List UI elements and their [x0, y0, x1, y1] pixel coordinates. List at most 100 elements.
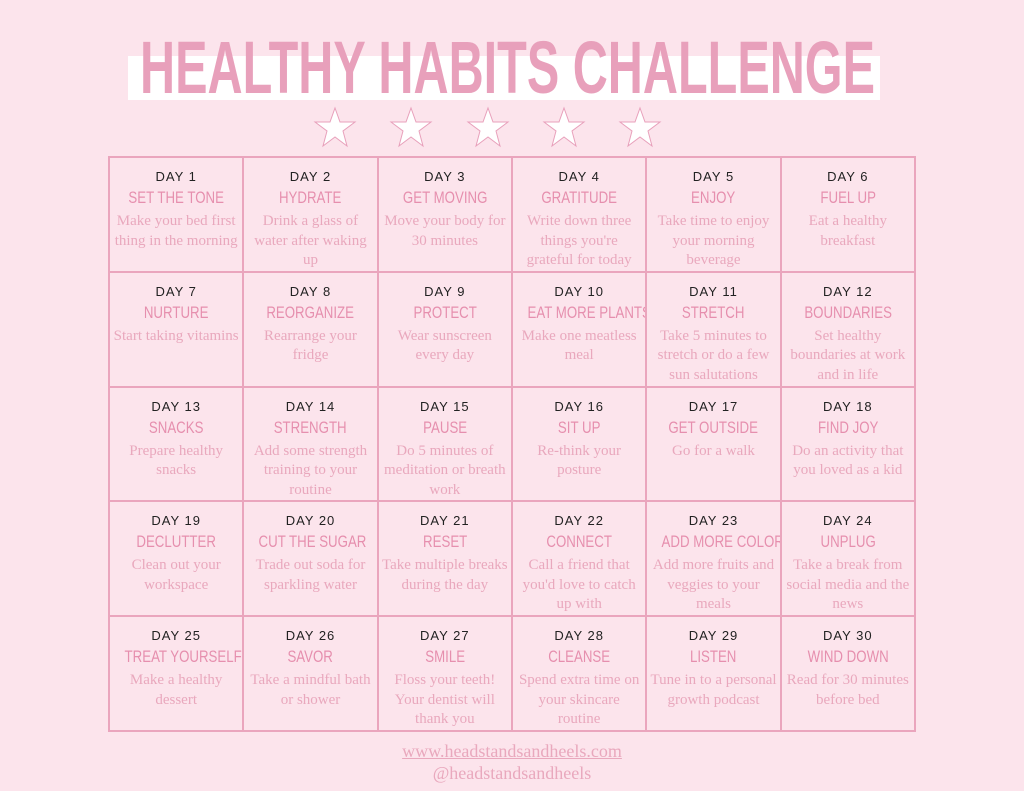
day-title: TREAT YOURSELF: [124, 647, 242, 667]
day-title: GRATITUDE: [541, 188, 617, 207]
day-text: Wear sunscreen every day: [397, 327, 492, 364]
day-text: Take 5 minutes to stretch or do a few su…: [657, 327, 770, 383]
day-label: DAY 16: [554, 398, 604, 414]
day-label: DAY 17: [688, 398, 739, 414]
day-text: Set healthy boundaries at work and in li…: [790, 327, 906, 383]
title-highlight: [128, 56, 880, 100]
website: www.headstandsandheels.com: [402, 741, 622, 761]
day-label: DAY 23: [688, 513, 739, 529]
day-cell: DAY 17 GET OUTSIDE Go for a walk: [646, 386, 781, 502]
day-title: WIND DOWN: [807, 647, 889, 667]
day-cell: DAY 8 REORGANIZE Rearrange your fridge: [243, 271, 378, 387]
day-cell: DAY 14 STRENGTH Add some strength training…: [243, 386, 378, 502]
day-cell: DAY 5 ENJOY Take time to enjoy your mornin…: [646, 157, 781, 272]
day-title: CLEANSE: [548, 647, 611, 667]
day-cell: DAY 25 TREAT YOURSELF Make a healthy desse…: [109, 616, 244, 731]
calendar-grid: DAY 1 SET THE TONE Make your bed first thi…: [108, 156, 916, 732]
day-label: DAY 6: [827, 169, 869, 184]
day-label: DAY 12: [823, 283, 873, 299]
day-text: Start taking vitamins: [113, 327, 239, 344]
day-text: Do an activity that you loved as a kid: [792, 442, 904, 479]
day-text: Take a break from social media and the n…: [786, 557, 910, 613]
day-label: DAY 15: [420, 398, 470, 414]
day-title: STRETCH: [682, 302, 745, 322]
day-title: DECLUTTER: [136, 532, 216, 552]
day-text: Trade out soda for sparkling water: [255, 557, 366, 593]
day-label: DAY 20: [285, 513, 336, 529]
day-label: DAY 13: [151, 398, 201, 414]
day-text: Add some strength training to your routi…: [253, 442, 368, 498]
day-label: DAY 19: [151, 513, 201, 529]
day-label: DAY 30: [823, 628, 873, 644]
day-cell: DAY 30 WIND DOWN Read for 30 minutes befor…: [780, 616, 915, 731]
day-cell: DAY 22 CONNECT Call a friend that you'd lo…: [511, 501, 647, 617]
day-cell: DAY 4 GRATITUDE Write down three things yo…: [511, 157, 647, 272]
day-title: SAVOR: [287, 647, 334, 667]
header: HEALTHY HABITS CHALLENGE: [128, 26, 880, 148]
day-label: DAY 28: [554, 628, 604, 644]
day-cell: DAY 27 SMILE Floss your teeth! Your dentis…: [377, 616, 512, 731]
day-label: DAY 22: [554, 513, 604, 529]
day-cell: DAY 11 STRETCH Take 5 minutes to stretch o…: [646, 271, 781, 387]
day-title: CUT THE SUGAR: [258, 532, 367, 552]
day-text: Do 5 minutes of meditation or breath wor…: [384, 442, 506, 498]
day-cell: DAY 15 PAUSE Do 5 minutes of meditation or…: [377, 386, 512, 502]
day-text: Write down three things you're grateful …: [526, 213, 632, 268]
day-cell: DAY 16 SIT UP Re-think your posture: [511, 386, 647, 502]
day-title: REORGANIZE: [266, 302, 355, 322]
day-label: DAY 11: [689, 283, 738, 299]
day-text: Floss your teeth! Your dentist will than…: [394, 672, 496, 728]
day-title: LISTEN: [690, 647, 737, 667]
day-title: EAT MORE PLANTS: [527, 302, 647, 322]
day-cell: DAY 18 FIND JOY Do an activity that you lo…: [780, 386, 915, 502]
day-text: Clean out your workspace: [131, 557, 221, 593]
day-cell: DAY 9 PROTECT Wear sunscreen every day: [377, 271, 512, 387]
day-label: DAY 1: [155, 169, 197, 184]
day-title: PROTECT: [413, 302, 477, 322]
day-cell: DAY 6 FUEL UP Eat a healthy breakfast: [780, 157, 915, 272]
day-text: Go for a walk: [672, 442, 755, 459]
day-label: DAY 14: [285, 398, 336, 414]
day-text: Make a healthy dessert: [129, 672, 223, 708]
handle: @headstandsandheels: [432, 763, 592, 783]
day-label: DAY 18: [823, 398, 873, 414]
day-label: DAY 2: [289, 169, 332, 184]
day-title: SNACKS: [148, 417, 204, 437]
day-text: Re-think your posture: [537, 442, 622, 479]
day-title: CONNECT: [546, 532, 612, 552]
day-title: ADD MORE COLOR: [661, 532, 781, 552]
day-label: DAY 24: [823, 513, 873, 529]
day-cell: DAY 23 ADD MORE COLOR Add more fruits and …: [646, 501, 781, 617]
day-text: Drink a glass of water after waking up: [254, 213, 367, 268]
title: HEALTHY HABITS CHALLENGE: [140, 26, 875, 109]
day-text: Tune in to a personal growth podcast: [650, 672, 777, 708]
day-title: FUEL UP: [820, 188, 876, 207]
day-text: Add more fruits and veggies to your meal…: [652, 557, 775, 613]
day-cell: DAY 24 UNPLUG Take a break from social med…: [780, 501, 915, 617]
day-title: NURTURE: [143, 302, 209, 322]
day-title: GET MOVING: [402, 188, 488, 207]
day-title: SET THE TONE: [128, 188, 224, 207]
day-cell: DAY 2 HYDRATE Drink a glass of water after…: [243, 157, 378, 272]
day-label: DAY 8: [289, 283, 332, 299]
day-text: Take time to enjoy your morning beverage: [657, 213, 770, 268]
day-label: DAY 25: [151, 628, 201, 644]
day-text: Take a mindful bath or shower: [250, 672, 371, 708]
day-title: PAUSE: [422, 417, 467, 437]
day-text: Prepare healthy snacks: [129, 442, 224, 479]
day-title: SMILE: [424, 647, 465, 667]
day-cell: DAY 7 NURTURE Start taking vitamins: [109, 271, 244, 387]
day-label: DAY 4: [558, 169, 600, 184]
day-label: DAY 7: [155, 283, 197, 299]
day-text: Take multiple breaks during the day: [382, 557, 508, 593]
day-label: DAY 5: [692, 169, 735, 184]
day-label: DAY 27: [420, 628, 470, 644]
day-cell: DAY 26 SAVOR Take a mindful bath or shower: [243, 616, 378, 731]
day-text: Call a friend that you'd love to catch u…: [522, 557, 636, 613]
day-text: Make one meatless meal: [521, 327, 637, 364]
day-title: HYDRATE: [279, 188, 342, 207]
stars: [313, 106, 662, 148]
day-cell: DAY 1 SET THE TONE Make your bed first thi…: [109, 157, 244, 272]
day-label: DAY 21: [420, 513, 470, 529]
